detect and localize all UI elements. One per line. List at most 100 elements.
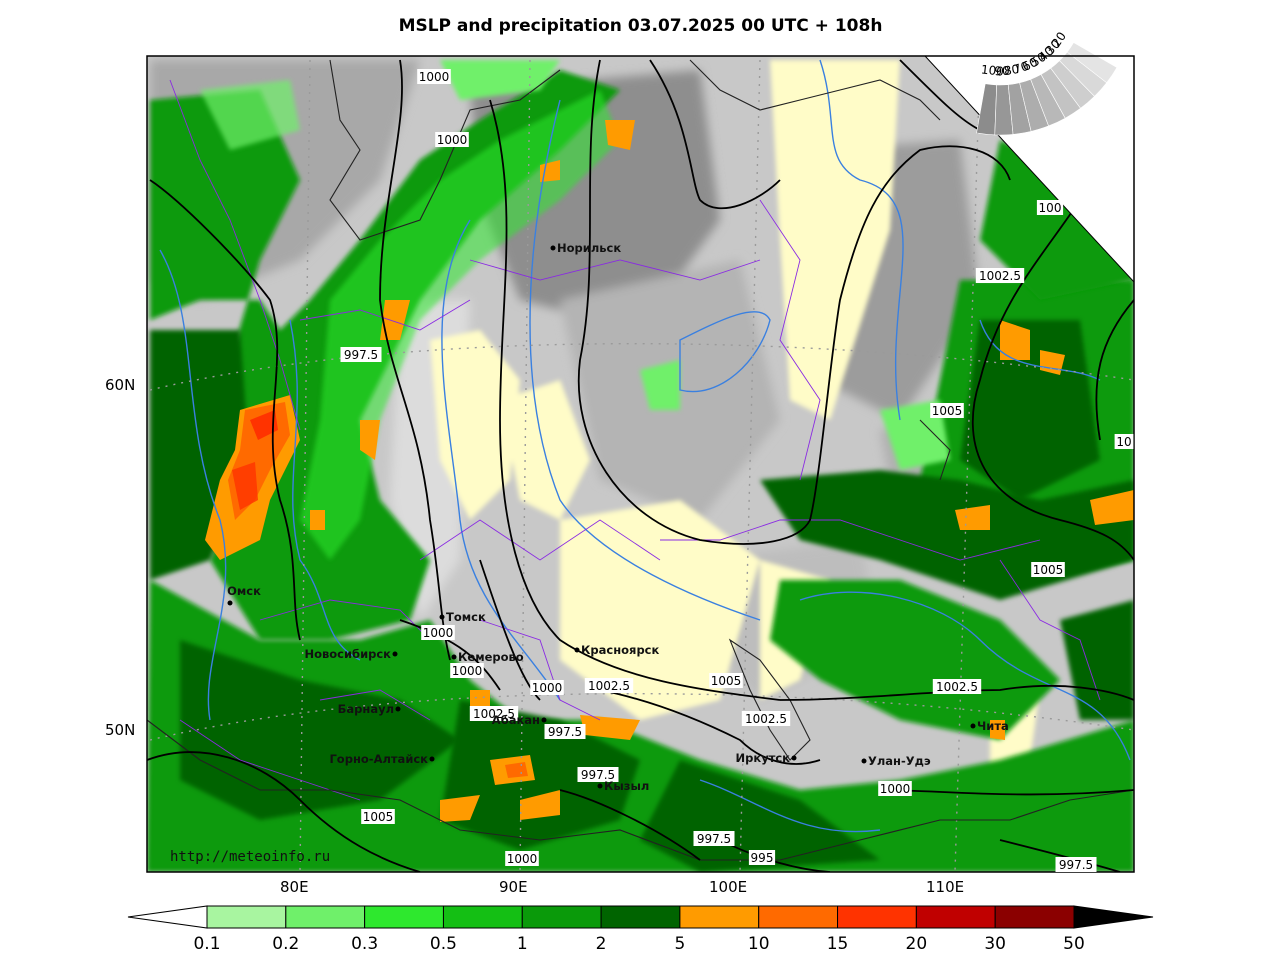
cloud-legend-sector <box>1066 42 1118 84</box>
isobar-label-box <box>975 268 1025 283</box>
isobar-label-box <box>450 663 484 678</box>
isobar-label-box <box>693 831 735 846</box>
lon-label: 100E <box>709 878 747 896</box>
city-label: Иркутск <box>736 751 791 765</box>
colorbar-over-arrow <box>1073 905 1154 929</box>
colorbar-segment <box>206 905 287 929</box>
city-dot <box>541 717 547 723</box>
graticule <box>149 59 1134 872</box>
colorbar-segment <box>442 905 523 929</box>
longitude-labels: 80E 90E 100E 110E <box>280 878 964 896</box>
city-label: Горно-Алтайск <box>329 752 428 766</box>
city-label: Кызыл <box>604 779 649 793</box>
isobar-label: 997.5 <box>548 725 582 739</box>
isobar-label-box <box>530 680 564 695</box>
city-dot <box>395 706 401 712</box>
city-label: Томск <box>446 610 486 624</box>
city-dot <box>861 758 867 764</box>
city-dot <box>597 783 603 789</box>
cloud-legend-label: 50 <box>1028 50 1048 70</box>
isobar-label-box <box>435 132 469 147</box>
isobar-label: 995 <box>751 851 774 865</box>
isobar-label: 1002.5 <box>588 679 630 693</box>
colorbar-segment <box>364 905 444 929</box>
colorbar-under-arrow <box>127 905 208 929</box>
isobar-label-box <box>584 678 634 693</box>
isobar-label: 1005 <box>1033 563 1064 577</box>
city-label: Барнаул <box>338 702 394 716</box>
city-label: Новосибирск <box>304 647 391 661</box>
colorbar-tick-label: 5 <box>674 934 685 954</box>
isobar-label-box <box>505 851 539 866</box>
chart-title: MSLP and precipitation 03.07.2025 00 UTC… <box>398 16 883 36</box>
city-dot <box>574 647 580 653</box>
isobar-label-box <box>932 679 982 694</box>
isobar-label-box <box>930 403 964 418</box>
city-markers: Норильск Томск Омск Новосибирск Кемерово Крас… <box>227 241 1009 793</box>
colorbar-segment <box>994 905 1075 929</box>
cloud-legend-label: 90 <box>994 64 1010 78</box>
isobar-label-box <box>748 850 776 865</box>
cloud-legend-label: 60 <box>1020 55 1040 74</box>
isobar-label: 1002.5 <box>979 269 1021 283</box>
map-area: http://meteoinfo.ru <box>147 56 1134 872</box>
isobar-label: 1000 <box>532 681 563 695</box>
isobar-label: 1000 <box>452 664 483 678</box>
isobar-label-box <box>1055 857 1097 872</box>
city-label: Норильск <box>557 241 621 255</box>
isobar-label: 1000 <box>880 782 911 796</box>
isobar-label-box <box>577 767 619 782</box>
isobar-label-box <box>361 809 395 824</box>
colorbar-frame <box>206 905 1075 929</box>
city-label: Улан-Удэ <box>868 754 931 768</box>
city-dot <box>970 723 976 729</box>
isobar-label: 1000 <box>437 133 468 147</box>
lon-label: 80E <box>280 878 309 896</box>
isobar-label: 1000 <box>507 852 538 866</box>
city-label: Красноярск <box>581 643 659 657</box>
colorbar-tick-label: 15 <box>827 934 849 954</box>
lat-label: 50N <box>105 721 135 739</box>
isobar-label: 1002.5 <box>745 712 787 726</box>
isobar-label: 1005 <box>932 404 963 418</box>
precipitation-colorbar: 0.1 0.2 0.3 0.5 1 2 5 10 15 20 30 50 <box>127 905 1154 954</box>
isobar-label-box <box>1036 200 1064 215</box>
colorbar-tick-label: 50 <box>1063 934 1085 954</box>
isobar-label-box <box>469 706 519 721</box>
isobar-label: 997.5 <box>697 832 731 846</box>
colorbar-tick-label: 1 <box>517 934 528 954</box>
isobar-label: 997.5 <box>1059 858 1093 872</box>
colorbar-tick-label: 30 <box>984 934 1006 954</box>
city-dot <box>550 245 556 251</box>
isobar-label: 1002.5 <box>473 707 515 721</box>
isobar-label: 997.5 <box>581 768 615 782</box>
city-label: Чита <box>977 719 1009 733</box>
isobar-label-box <box>1031 562 1065 577</box>
city-dot <box>791 755 797 761</box>
isotherm-lines <box>159 59 1131 833</box>
colorbar-tick-label: 20 <box>906 934 928 954</box>
isobar-label: 100 <box>1039 201 1062 215</box>
isobar-label-box <box>417 69 451 84</box>
city-label: Кемерово <box>458 650 524 664</box>
colorbar-tick-label: 0.2 <box>272 934 299 954</box>
city-label: Омск <box>227 584 261 598</box>
isobar-label-box <box>741 711 791 726</box>
isobar-label-box <box>421 625 455 640</box>
isobar-label: 997.5 <box>344 348 378 362</box>
lat-label: 60N <box>105 376 135 394</box>
colorbar-tick-label: 0.1 <box>193 934 220 954</box>
lon-label: 90E <box>499 878 528 896</box>
colorbar-tick-label: 10 <box>748 934 770 954</box>
isobar-label-box <box>544 724 586 739</box>
lon-label: 110E <box>926 878 964 896</box>
city-dot <box>429 756 435 762</box>
isobar-label-box <box>709 673 743 688</box>
city-dot <box>392 651 398 657</box>
isobar-label: 1002.5 <box>936 680 978 694</box>
colorbar-segment <box>521 905 602 929</box>
cloud-legend-label: 100 <box>980 62 1004 78</box>
colorbar-tick-label: 0.3 <box>351 934 378 954</box>
